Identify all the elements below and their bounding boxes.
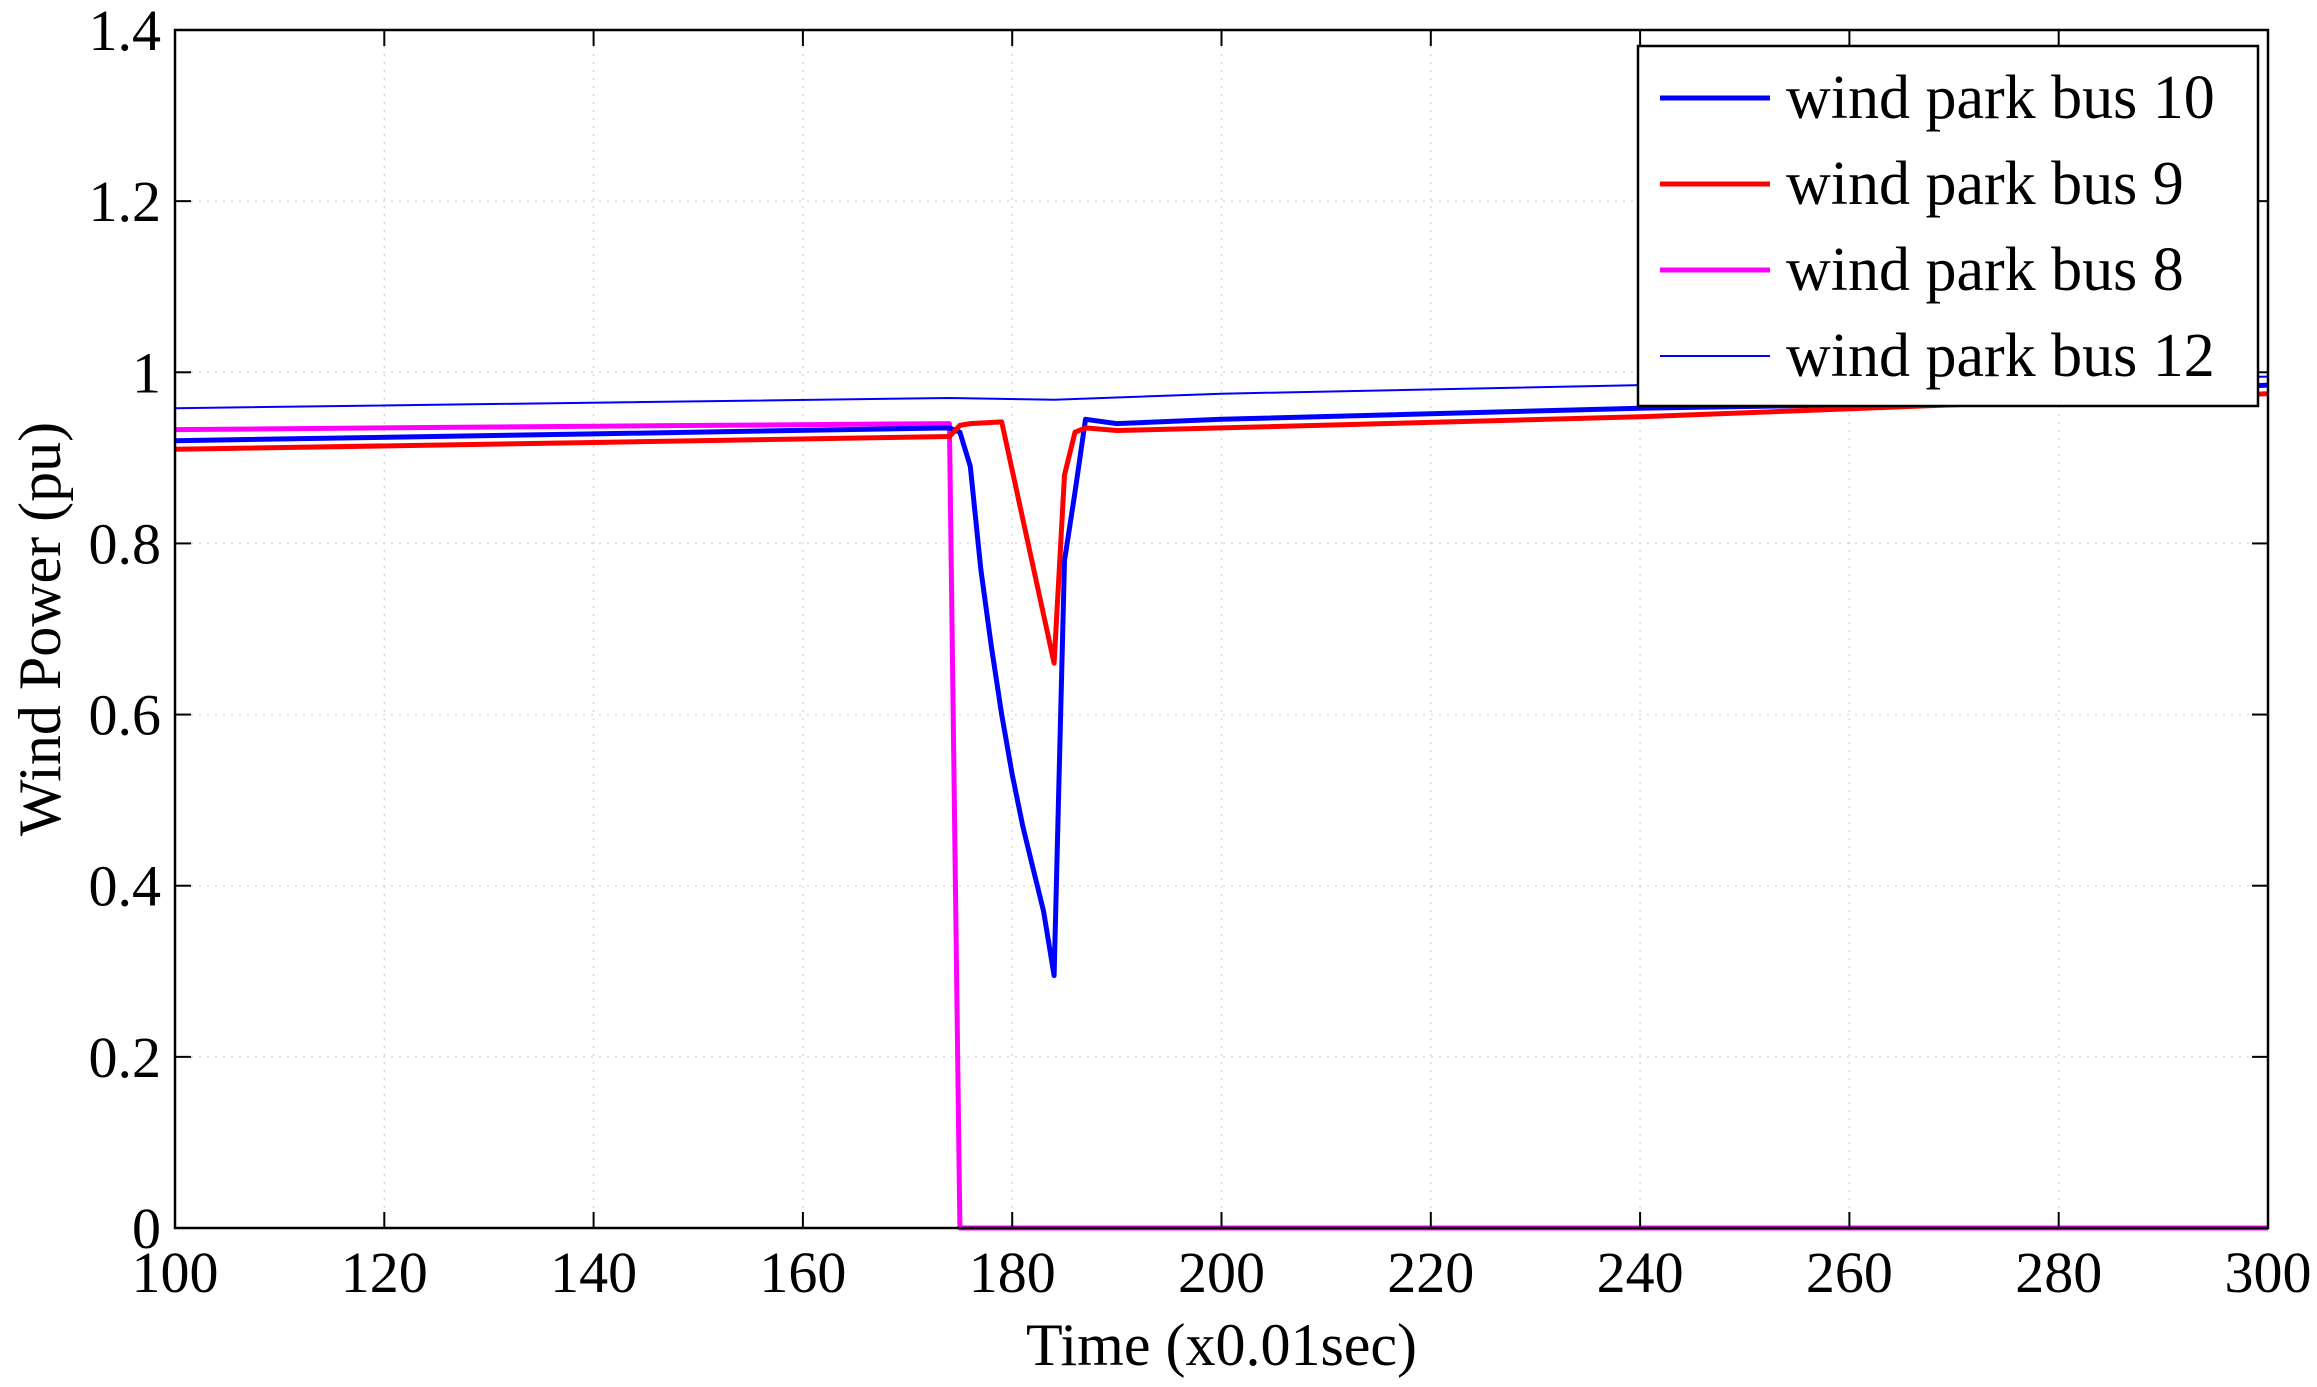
y-tick-label: 0	[132, 1196, 161, 1261]
legend-label: wind park bus 10	[1786, 64, 2215, 132]
x-tick-label: 280	[2015, 1240, 2102, 1305]
legend-box	[1636, 44, 2260, 408]
y-tick-label: 1.2	[89, 169, 162, 234]
legend-label: wind park bus 9	[1786, 150, 2184, 218]
y-tick-label: 0.6	[89, 683, 162, 748]
legend-label: wind park bus 12	[1786, 322, 2215, 390]
x-tick-label: 220	[1387, 1240, 1474, 1305]
x-tick-label: 180	[969, 1240, 1056, 1305]
legend-label: wind park bus 8	[1786, 236, 2184, 304]
y-tick-label: 1.4	[89, 0, 162, 63]
x-tick-label: 160	[759, 1240, 846, 1305]
y-tick-label: 0.2	[89, 1025, 162, 1090]
y-tick-label: 0.8	[89, 511, 162, 576]
y-axis-label: Wind Power (pu)	[7, 422, 73, 836]
x-tick-label: 260	[1806, 1240, 1893, 1305]
x-tick-label: 120	[341, 1240, 428, 1305]
legend: wind park bus 10 wind park bus 9 wind park…	[1636, 44, 2260, 408]
x-tick-label: 240	[1597, 1240, 1684, 1305]
x-tick-label: 200	[1178, 1240, 1265, 1305]
x-axis-label: Time (x0.01sec)	[1026, 1312, 1417, 1378]
tick-labels: 100 120 140 160 180 200 220 240 260 280 300 0 0.2 0.4…	[89, 0, 2312, 1305]
y-tick-label: 0.4	[89, 854, 162, 919]
series-line-wind-park-bus-9	[174, 391, 2269, 666]
series-layer	[174, 375, 2269, 1231]
x-tick-label: 140	[550, 1240, 637, 1305]
x-tick-label: 300	[2225, 1240, 2312, 1305]
series-line-wind-park-bus-10	[174, 382, 2269, 979]
x-tick-label: 100	[132, 1240, 219, 1305]
ticks	[174, 29, 2269, 1229]
y-tick-label: 1	[132, 340, 161, 405]
series-line-wind-park-bus-8	[174, 421, 2268, 1231]
